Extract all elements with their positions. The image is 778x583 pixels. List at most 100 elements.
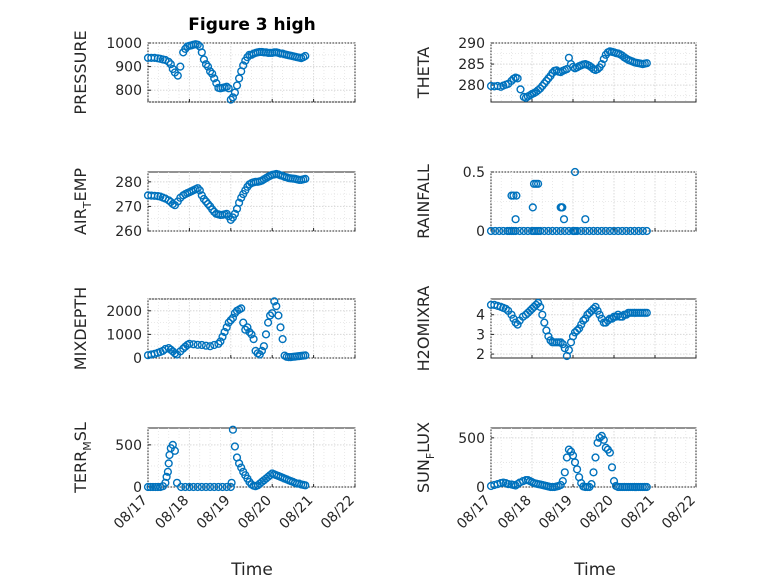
h2omixra-data-point bbox=[572, 326, 582, 335]
h2omixra-data-point bbox=[544, 332, 553, 341]
terr_msl-data-point bbox=[197, 482, 206, 492]
h2omixra-data-point bbox=[564, 346, 574, 355]
mixdepth-data-point bbox=[210, 340, 219, 350]
rainfall-data-point bbox=[618, 226, 627, 236]
sun_flux-data-point bbox=[589, 468, 598, 477]
terr_msl-data-point bbox=[210, 482, 219, 492]
theta-ytick-label: 290 bbox=[458, 36, 485, 52]
rainfall-data-point bbox=[597, 226, 606, 236]
theta-data-point bbox=[533, 86, 543, 95]
rainfall-data-point bbox=[544, 226, 553, 236]
terr_msl-ylabel: TERRMSL bbox=[71, 422, 94, 494]
air_temp-data-point bbox=[301, 174, 310, 184]
mixdepth-data-point bbox=[249, 335, 258, 344]
pressure-data-point bbox=[232, 81, 242, 90]
rainfall-data-point bbox=[638, 226, 647, 236]
terr_msl-data-point bbox=[218, 482, 227, 492]
rainfall-data-point bbox=[558, 203, 567, 212]
rainfall-data-point bbox=[491, 226, 500, 236]
mixdepth-data-point bbox=[259, 342, 269, 351]
sun_flux-data-point bbox=[558, 477, 567, 486]
terr_msl-data-point bbox=[301, 481, 310, 490]
sun_flux-data-point bbox=[564, 445, 574, 454]
air_temp-ylabel: AIRTEMP bbox=[71, 168, 94, 235]
theta-data-point bbox=[642, 59, 651, 68]
mixdepth-data-point bbox=[257, 346, 267, 356]
mixdepth-data-point bbox=[226, 316, 235, 325]
mixdepth-ytick-label: 2000 bbox=[106, 304, 142, 320]
sun_flux-xtick-label: 08/21 bbox=[618, 493, 658, 533]
rainfall-ylabel: RAINFALL bbox=[414, 164, 433, 239]
rainfall-data-point bbox=[577, 226, 586, 236]
terr_msl-data-point bbox=[237, 463, 246, 472]
mixdepth-data-point bbox=[247, 330, 256, 339]
pressure-data-point bbox=[193, 40, 202, 49]
mixdepth-data-point bbox=[222, 323, 231, 332]
terr_msl-data-point bbox=[163, 467, 173, 476]
terr_msl-data-point bbox=[228, 425, 238, 434]
terr_msl-xtick-label: 08/17 bbox=[111, 493, 151, 533]
pressure-ylabel: PRESSURE bbox=[71, 30, 90, 114]
terr_msl-ytick-label: 500 bbox=[115, 438, 142, 454]
terr_msl-data-point bbox=[226, 482, 235, 492]
theta-ytick-label: 285 bbox=[458, 57, 485, 73]
sun_flux-data-point bbox=[605, 448, 615, 457]
mixdepth-data-point bbox=[239, 318, 248, 327]
xlabel-right: Time bbox=[573, 560, 616, 580]
terr_msl-xtick-label: 08/22 bbox=[318, 493, 358, 533]
pressure-panel: 800 900 1000 PRESSURE bbox=[71, 30, 356, 115]
rainfall-data-point bbox=[511, 215, 520, 224]
rainfall-data-point bbox=[552, 226, 561, 236]
air_temp-data-point bbox=[208, 205, 217, 214]
rainfall-data-point bbox=[486, 226, 496, 236]
mixdepth-data-point bbox=[237, 304, 246, 313]
air_temp-ytick-label: 270 bbox=[115, 199, 142, 215]
rainfall-data-point bbox=[509, 191, 518, 200]
sun_flux-data-point bbox=[572, 465, 582, 474]
mixdepth-data-point bbox=[266, 311, 275, 320]
rainfall-data-point bbox=[585, 226, 594, 236]
pressure-data-point bbox=[197, 48, 206, 57]
pressure-ytick-label: 1000 bbox=[106, 36, 142, 52]
rainfall-data-point bbox=[609, 226, 619, 236]
air_temp-data-point bbox=[193, 184, 202, 193]
sun_flux-data-point bbox=[560, 468, 569, 477]
rainfall-data-point bbox=[536, 226, 545, 236]
h2omixra-data-point bbox=[593, 306, 602, 315]
rainfall-panel: 0 0.5 RAINFALL bbox=[414, 164, 697, 240]
mixdepth-data-point bbox=[276, 323, 285, 332]
terr_msl-data-point bbox=[206, 482, 215, 492]
mixdepth-data-point bbox=[197, 340, 206, 350]
pressure-data-point bbox=[166, 60, 175, 69]
terr_msl-data-point bbox=[230, 442, 240, 451]
pressure-data-point bbox=[203, 62, 213, 71]
sun_flux-xtick-label: 08/17 bbox=[454, 493, 494, 533]
mixdepth-data-point bbox=[274, 311, 283, 320]
h2omixra-panel: 2 3 4 H2OMIXRA bbox=[414, 286, 697, 371]
air_temp-panel: 260 270 280 AIRTEMP bbox=[71, 168, 356, 240]
rainfall-data-point bbox=[622, 226, 631, 236]
mixdepth-data-point bbox=[301, 351, 310, 360]
rainfall-data-point bbox=[630, 226, 639, 236]
xlabel-left: Time bbox=[230, 560, 273, 580]
h2omixra-ytick-label: 2 bbox=[476, 347, 485, 363]
rainfall-data-point bbox=[581, 226, 590, 236]
mixdepth-data-point bbox=[161, 344, 170, 354]
pressure-data-point bbox=[201, 60, 211, 69]
terr_msl-data-point bbox=[201, 482, 211, 492]
pressure-data-point bbox=[208, 69, 217, 78]
h2omixra-data-point bbox=[533, 298, 543, 308]
h2omixra-data-point bbox=[595, 310, 604, 319]
mixdepth-data-point bbox=[261, 330, 271, 339]
rainfall-data-point bbox=[559, 215, 569, 224]
h2omixra-data-point bbox=[536, 302, 545, 312]
mixdepth-ylabel: MIXDEPTH bbox=[71, 287, 90, 370]
mixdepth-data-point bbox=[278, 335, 287, 344]
mixdepth-data-point bbox=[189, 340, 198, 349]
pressure-data-point bbox=[173, 71, 182, 80]
mixdepth-data-point bbox=[241, 325, 250, 334]
h2omixra-data-point bbox=[538, 310, 547, 319]
h2omixra-data-point bbox=[589, 304, 598, 313]
sun_flux-data-point bbox=[607, 463, 617, 472]
h2omixra-data-point bbox=[579, 316, 588, 325]
